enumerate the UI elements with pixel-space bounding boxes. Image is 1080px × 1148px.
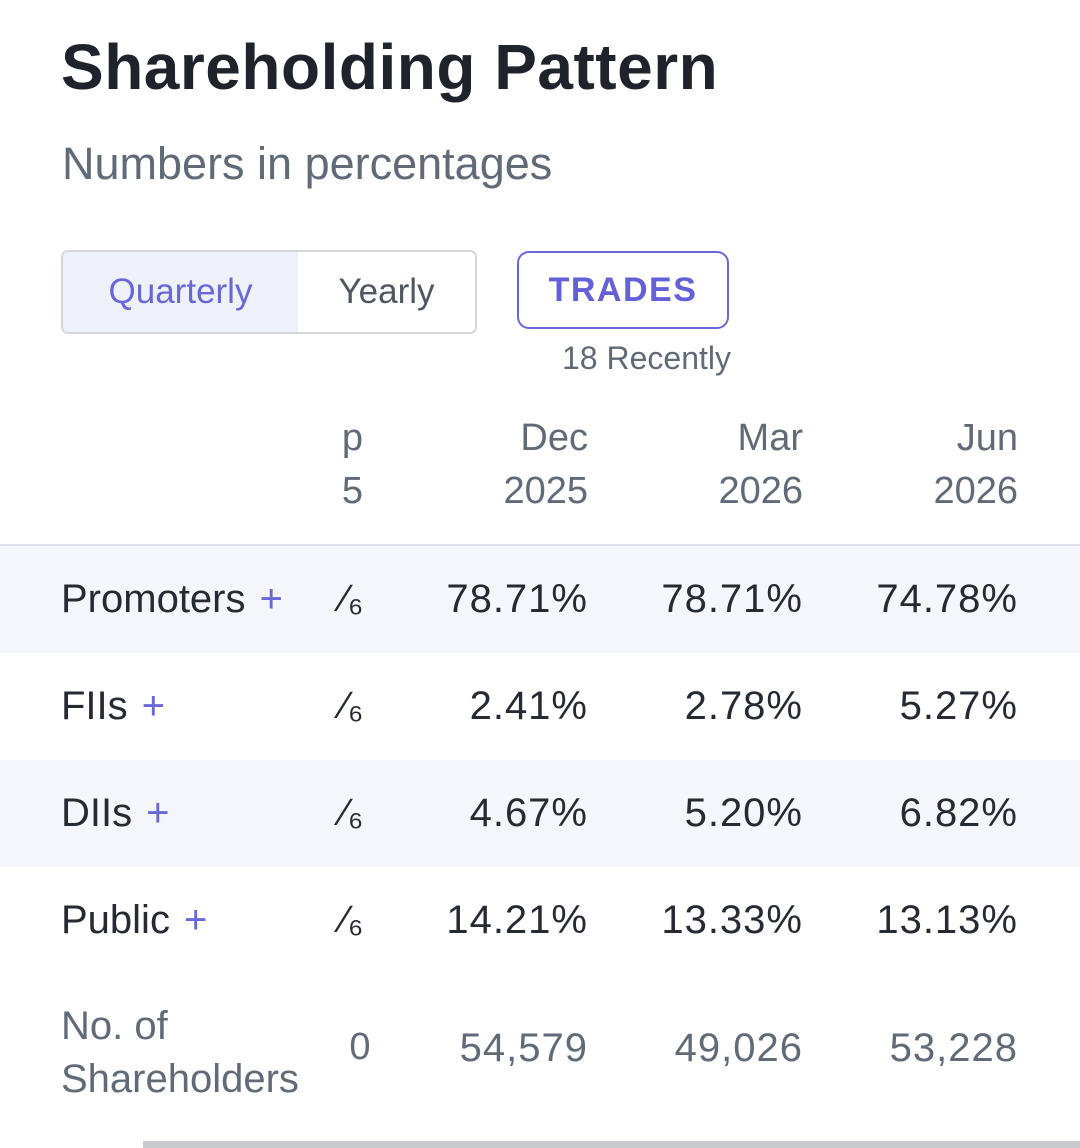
column-header-jun-2026: Jun 2026 (830, 412, 1018, 518)
table-row-public: Public + ⁄₆ 14.21% 13.33% 13.13% (0, 867, 1080, 974)
partial-cell: ⁄₆ (341, 578, 364, 620)
partial-cell: ⁄₆ (341, 792, 364, 834)
column-header-year: 2025 (503, 470, 588, 512)
horizontal-scrollbar[interactable] (143, 1141, 1080, 1148)
period-toggle: Quarterly Yearly (61, 250, 477, 334)
trades-button[interactable]: TRADES (517, 251, 729, 329)
partial-cell: ⁄₆ (341, 685, 364, 727)
table-cell: 2.78% (684, 684, 803, 728)
row-label: No. of Shareholders (61, 1000, 299, 1106)
table-row-shareholders: No. of Shareholders 0 54,579 49,026 53,2… (0, 1000, 1080, 1110)
page-subtitle: Numbers in percentages (62, 138, 553, 189)
table-cell: 13.33% (661, 898, 803, 942)
row-label-line2: Shareholders (61, 1057, 299, 1101)
row-label-text: Promoters (61, 577, 246, 621)
table-cell: 13.13% (876, 898, 1018, 942)
page-title: Shareholding Pattern (61, 31, 719, 103)
yearly-tab[interactable]: Yearly (298, 252, 475, 332)
table-cell: 2.41% (469, 684, 588, 728)
table-cell: 5.27% (899, 684, 1018, 728)
column-header-line2: 5 (341, 470, 364, 512)
table-cell: 49,026 (674, 1026, 803, 1070)
column-header-dec-2025: Dec 2025 (400, 412, 588, 518)
table-cell: 14.21% (446, 898, 588, 942)
table-row-promoters: Promoters + ⁄₆ 78.71% 78.71% 74.78% (0, 546, 1080, 653)
expand-plus-icon[interactable]: + (141, 684, 166, 728)
column-header-month: Dec (520, 417, 588, 459)
table-cell: 6.82% (899, 791, 1018, 835)
table-cell: 54,579 (459, 1026, 588, 1070)
column-header-month: Mar (737, 417, 803, 459)
column-header-mar-2026: Mar 2026 (615, 412, 803, 518)
expand-plus-icon[interactable]: + (259, 577, 283, 621)
column-header-line1: p (341, 417, 364, 459)
row-label: DIIs + (61, 760, 169, 867)
row-label-text: FIIs (61, 684, 128, 728)
column-header-month: Jun (956, 417, 1018, 459)
column-header-year: 2026 (718, 470, 803, 512)
row-label: Public + (61, 867, 207, 974)
table-cell: 78.71% (661, 577, 803, 621)
table-cell: 74.78% (876, 577, 1018, 621)
expand-plus-icon[interactable]: + (146, 791, 170, 835)
table-cell: 4.67% (469, 791, 588, 835)
partial-cell: ⁄₆ (341, 899, 364, 941)
table-cell: 78.71% (446, 577, 588, 621)
row-label: FIIs + (61, 653, 165, 760)
table-row-fiis: FIIs + ⁄₆ 2.41% 2.78% 5.27% (0, 653, 1080, 760)
column-header-year: 2026 (933, 470, 1018, 512)
row-label-text: DIIs (61, 791, 133, 835)
partial-cell: 0 (349, 1026, 371, 1068)
table-row-diis: DIIs + ⁄₆ 4.67% 5.20% 6.82% (0, 760, 1080, 867)
table-cell: 53,228 (889, 1026, 1018, 1070)
table-cell: 5.20% (684, 791, 803, 835)
column-header-partial: p 5 (330, 412, 375, 518)
row-label: Promoters + (61, 546, 283, 653)
expand-plus-icon[interactable]: + (183, 898, 208, 942)
table-header: p 5 Dec 2025 Mar 2026 Jun 2026 (0, 412, 1080, 544)
row-label-line1: No. of (61, 1004, 168, 1048)
quarterly-tab[interactable]: Quarterly (63, 252, 298, 332)
header-divider (0, 544, 1080, 546)
row-label-text: Public (61, 898, 170, 942)
trades-recent-count: 18 Recently (562, 340, 731, 376)
